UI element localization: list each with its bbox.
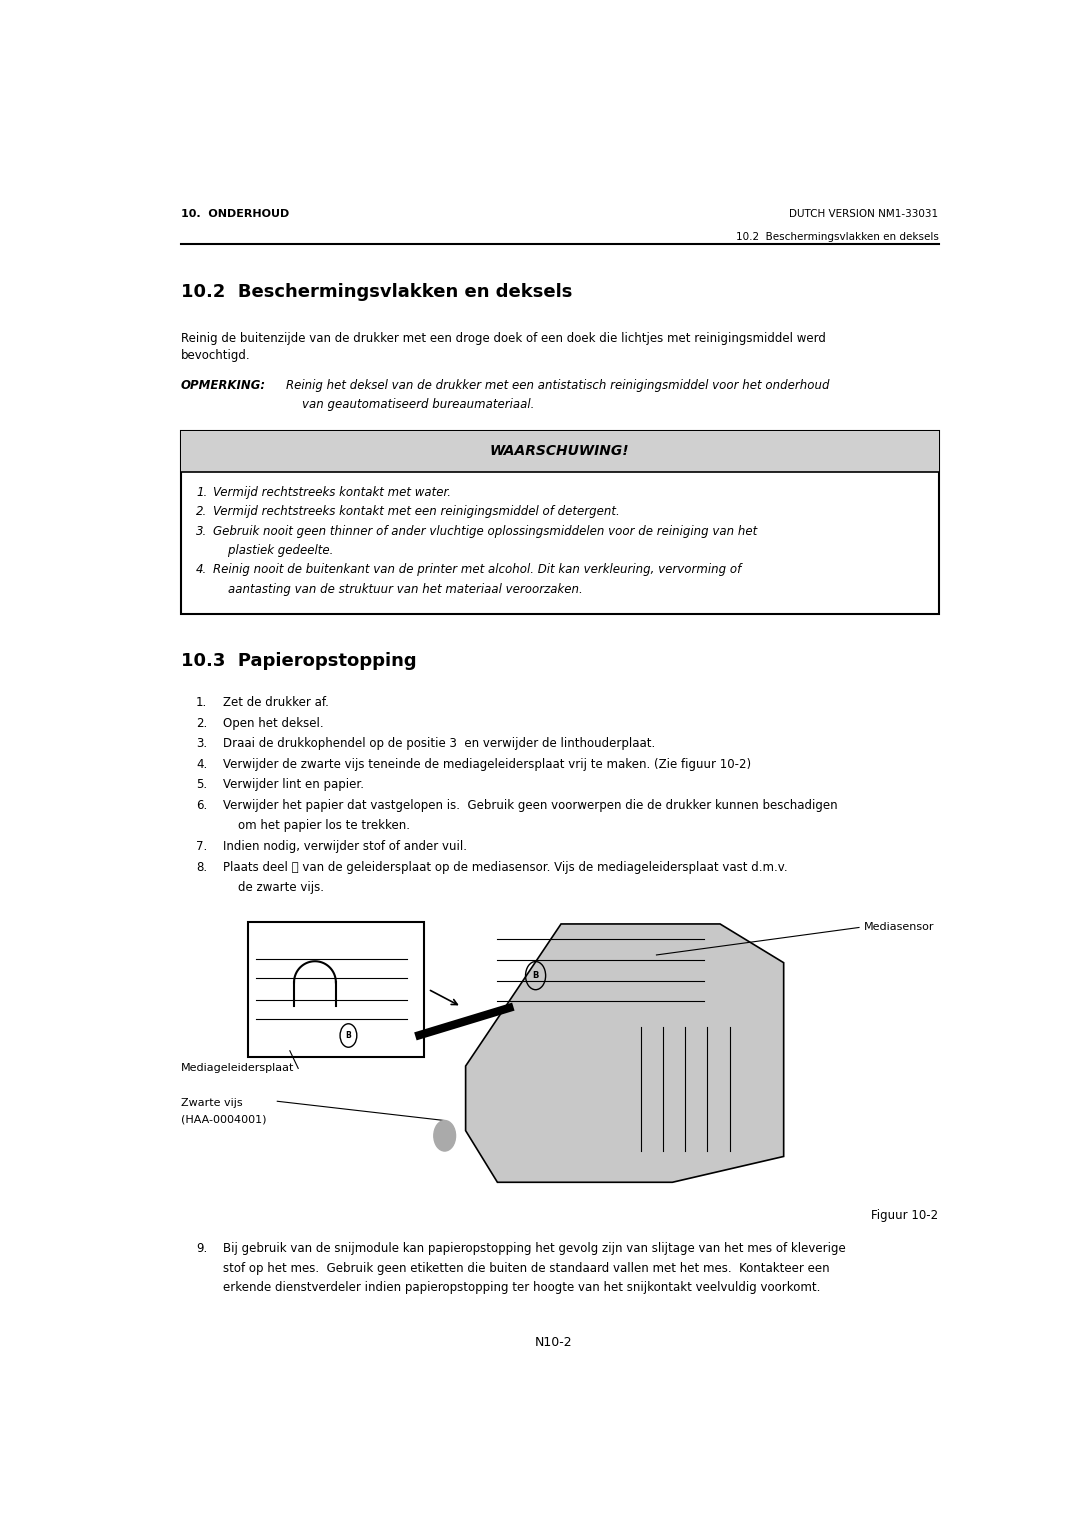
Bar (181, 430, 939, 615)
Text: 6.: 6. (197, 799, 207, 811)
Text: plastiek gedeelte.: plastiek gedeelte. (213, 544, 334, 557)
Text: 2.: 2. (197, 505, 207, 518)
Text: Zet de drukker af.: Zet de drukker af. (222, 695, 328, 709)
Text: 7.: 7. (197, 840, 207, 852)
Text: 1.: 1. (197, 486, 207, 499)
Text: Verwijder de zwarte vijs teneinde de mediageleidersplaat vrij te maken. (Zie fig: Verwijder de zwarte vijs teneinde de med… (222, 758, 751, 770)
Text: 9.: 9. (197, 1243, 207, 1255)
Text: 10.2  Beschermingsvlakken en deksels: 10.2 Beschermingsvlakken en deksels (181, 282, 572, 300)
Text: Vermijd rechtstreeks kontakt met een reinigingsmiddel of detergent.: Vermijd rechtstreeks kontakt met een rei… (213, 505, 620, 518)
Text: Mediageleidersplaat: Mediageleidersplaat (181, 1063, 295, 1072)
Text: stof op het mes.  Gebruik geen etiketten die buiten de standaard vallen met het : stof op het mes. Gebruik geen etiketten … (222, 1261, 829, 1275)
Text: Reinig nooit de buitenkant van de printer met alcohol. Dit kan verkleuring, verv: Reinig nooit de buitenkant van de printe… (213, 563, 741, 576)
Circle shape (434, 1121, 456, 1151)
Text: 1.: 1. (197, 695, 207, 709)
Text: de zwarte vijs.: de zwarte vijs. (222, 881, 324, 894)
Polygon shape (465, 924, 784, 1182)
Text: aantasting van de struktuur van het materiaal veroorzaken.: aantasting van de struktuur van het mate… (213, 583, 582, 596)
Text: bevochtigd.: bevochtigd. (181, 349, 251, 361)
Text: OPMERKING:: OPMERKING: (181, 378, 266, 392)
Text: Verwijder het papier dat vastgelopen is.  Gebruik geen voorwerpen die de drukker: Verwijder het papier dat vastgelopen is.… (222, 799, 837, 811)
Text: B: B (346, 1031, 351, 1040)
Text: Figuur 10-2: Figuur 10-2 (872, 1209, 939, 1223)
Text: Verwijder lint en papier.: Verwijder lint en papier. (222, 778, 364, 791)
Text: 8.: 8. (197, 860, 207, 874)
Text: WAARSCHUWING!: WAARSCHUWING! (490, 444, 630, 459)
Text: 10.2  Beschermingsvlakken en deksels: 10.2 Beschermingsvlakken en deksels (735, 232, 939, 242)
Text: Reinig de buitenzijde van de drukker met een droge doek of een doek die lichtjes: Reinig de buitenzijde van de drukker met… (181, 332, 826, 345)
Text: erkende dienstverdeler indien papieropstopping ter hoogte van het snijkontakt ve: erkende dienstverdeler indien papieropst… (222, 1281, 821, 1293)
Text: Vermijd rechtstreeks kontakt met water.: Vermijd rechtstreeks kontakt met water. (213, 486, 450, 499)
Text: Gebruik nooit geen thinner of ander vluchtige oplossingsmiddelen voor de reinigi: Gebruik nooit geen thinner of ander vluc… (213, 525, 757, 538)
Text: 4.: 4. (197, 563, 207, 576)
Text: 4.: 4. (197, 758, 207, 770)
Text: Reinig het deksel van de drukker met een antistatisch reinigingsmiddel voor het : Reinig het deksel van de drukker met een… (285, 378, 829, 392)
Text: B: B (532, 971, 539, 981)
Text: (HAA-0004001): (HAA-0004001) (181, 1115, 267, 1125)
Text: Plaats deel Ⓑ van de geleidersplaat op de mediasensor. Vijs de mediageleiderspla: Plaats deel Ⓑ van de geleidersplaat op d… (222, 860, 787, 874)
Text: om het papier los te trekken.: om het papier los te trekken. (222, 819, 410, 833)
Bar (181, 430, 939, 471)
Text: Mediasensor: Mediasensor (864, 921, 934, 932)
Text: N10-2: N10-2 (535, 1336, 572, 1350)
Text: Zwarte vijs: Zwarte vijs (181, 1098, 243, 1107)
Text: van geautomatiseerd bureaumateriaal.: van geautomatiseerd bureaumateriaal. (302, 398, 535, 410)
Text: Open het deksel.: Open het deksel. (222, 717, 324, 729)
Text: Bij gebruik van de snijmodule kan papieropstopping het gevolg zijn van slijtage : Bij gebruik van de snijmodule kan papier… (222, 1243, 846, 1255)
Text: Indien nodig, verwijder stof of ander vuil.: Indien nodig, verwijder stof of ander vu… (222, 840, 467, 852)
Text: 2.: 2. (197, 717, 207, 729)
Text: Draai de drukkophendel op de positie 3  en verwijder de linthouderplaat.: Draai de drukkophendel op de positie 3 e… (222, 737, 656, 750)
Text: DUTCH VERSION NM1-33031: DUTCH VERSION NM1-33031 (789, 209, 939, 218)
Text: 3.: 3. (197, 525, 207, 538)
Text: 3.: 3. (197, 737, 207, 750)
Text: 10.  ONDERHOUD: 10. ONDERHOUD (181, 209, 289, 218)
Text: 5.: 5. (197, 778, 207, 791)
Bar (248, 921, 423, 1057)
Text: 10.3  Papieropstopping: 10.3 Papieropstopping (181, 651, 417, 669)
